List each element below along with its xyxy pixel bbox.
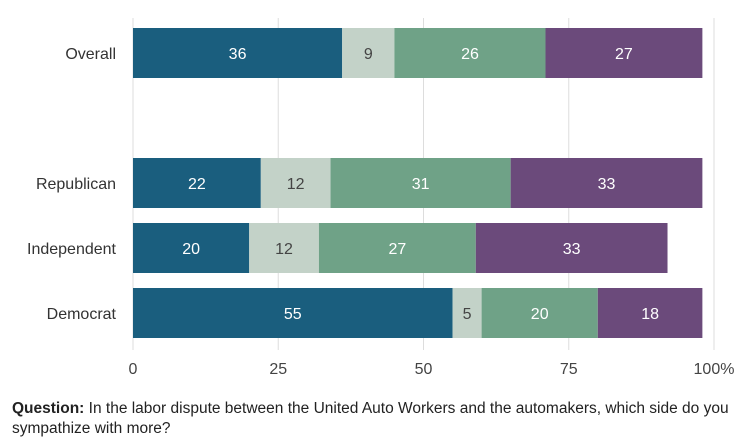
bar-segment (452, 288, 482, 338)
bar-value-label: 33 (598, 176, 616, 193)
category-label-democrat: Democrat (47, 306, 117, 323)
bar-segment (133, 28, 343, 78)
bar-segment (597, 288, 703, 338)
bar-value-label: 33 (563, 241, 581, 258)
bar-segment (260, 158, 331, 208)
bar-segment (133, 223, 250, 273)
bar-value-label: 20 (531, 306, 549, 323)
x-tick-label: 50 (415, 361, 433, 378)
bar-segment (545, 28, 703, 78)
bar-value-label: 26 (461, 46, 479, 63)
bar-segment (318, 223, 476, 273)
bar-value-label: 27 (615, 46, 633, 63)
x-tick-label: 0 (129, 361, 138, 378)
bar-value-label: 18 (641, 306, 659, 323)
bar-segment (481, 288, 598, 338)
bar-value-label: 36 (229, 46, 247, 63)
bar-value-label: 27 (388, 241, 406, 258)
category-labels: Overall Republican Independent Democrat (27, 46, 117, 323)
category-label-overall: Overall (65, 46, 116, 63)
x-tick-label: 100% (694, 361, 735, 378)
x-tick-label: 25 (269, 361, 287, 378)
x-tick-label: 75 (560, 361, 578, 378)
bar-value-label: 55 (284, 306, 302, 323)
bar-segment (342, 28, 395, 78)
bar-value-label: 5 (463, 306, 472, 323)
category-label-republican: Republican (36, 176, 116, 193)
question-note: Question: In the labor dispute between t… (12, 399, 740, 439)
bar-segment (133, 288, 453, 338)
bar-value-label: 12 (275, 241, 293, 258)
question-label: Question: (12, 400, 85, 417)
bar-segment (394, 28, 546, 78)
bar-value-label: 20 (182, 241, 200, 258)
bar-segment (510, 158, 703, 208)
question-text: In the labor dispute between the United … (12, 400, 729, 437)
bar-value-label: 31 (412, 176, 430, 193)
category-label-independent: Independent (27, 241, 117, 258)
bar-segment (475, 223, 668, 273)
bar-value-label: 12 (287, 176, 305, 193)
bar-value-label: 9 (364, 46, 373, 63)
bar-segment (249, 223, 319, 273)
bar-value-label: 22 (188, 176, 206, 193)
x-axis-tick-labels: 0 25 50 75 100% (129, 361, 735, 378)
bar-segment (133, 158, 261, 208)
bar-segment (330, 158, 511, 208)
